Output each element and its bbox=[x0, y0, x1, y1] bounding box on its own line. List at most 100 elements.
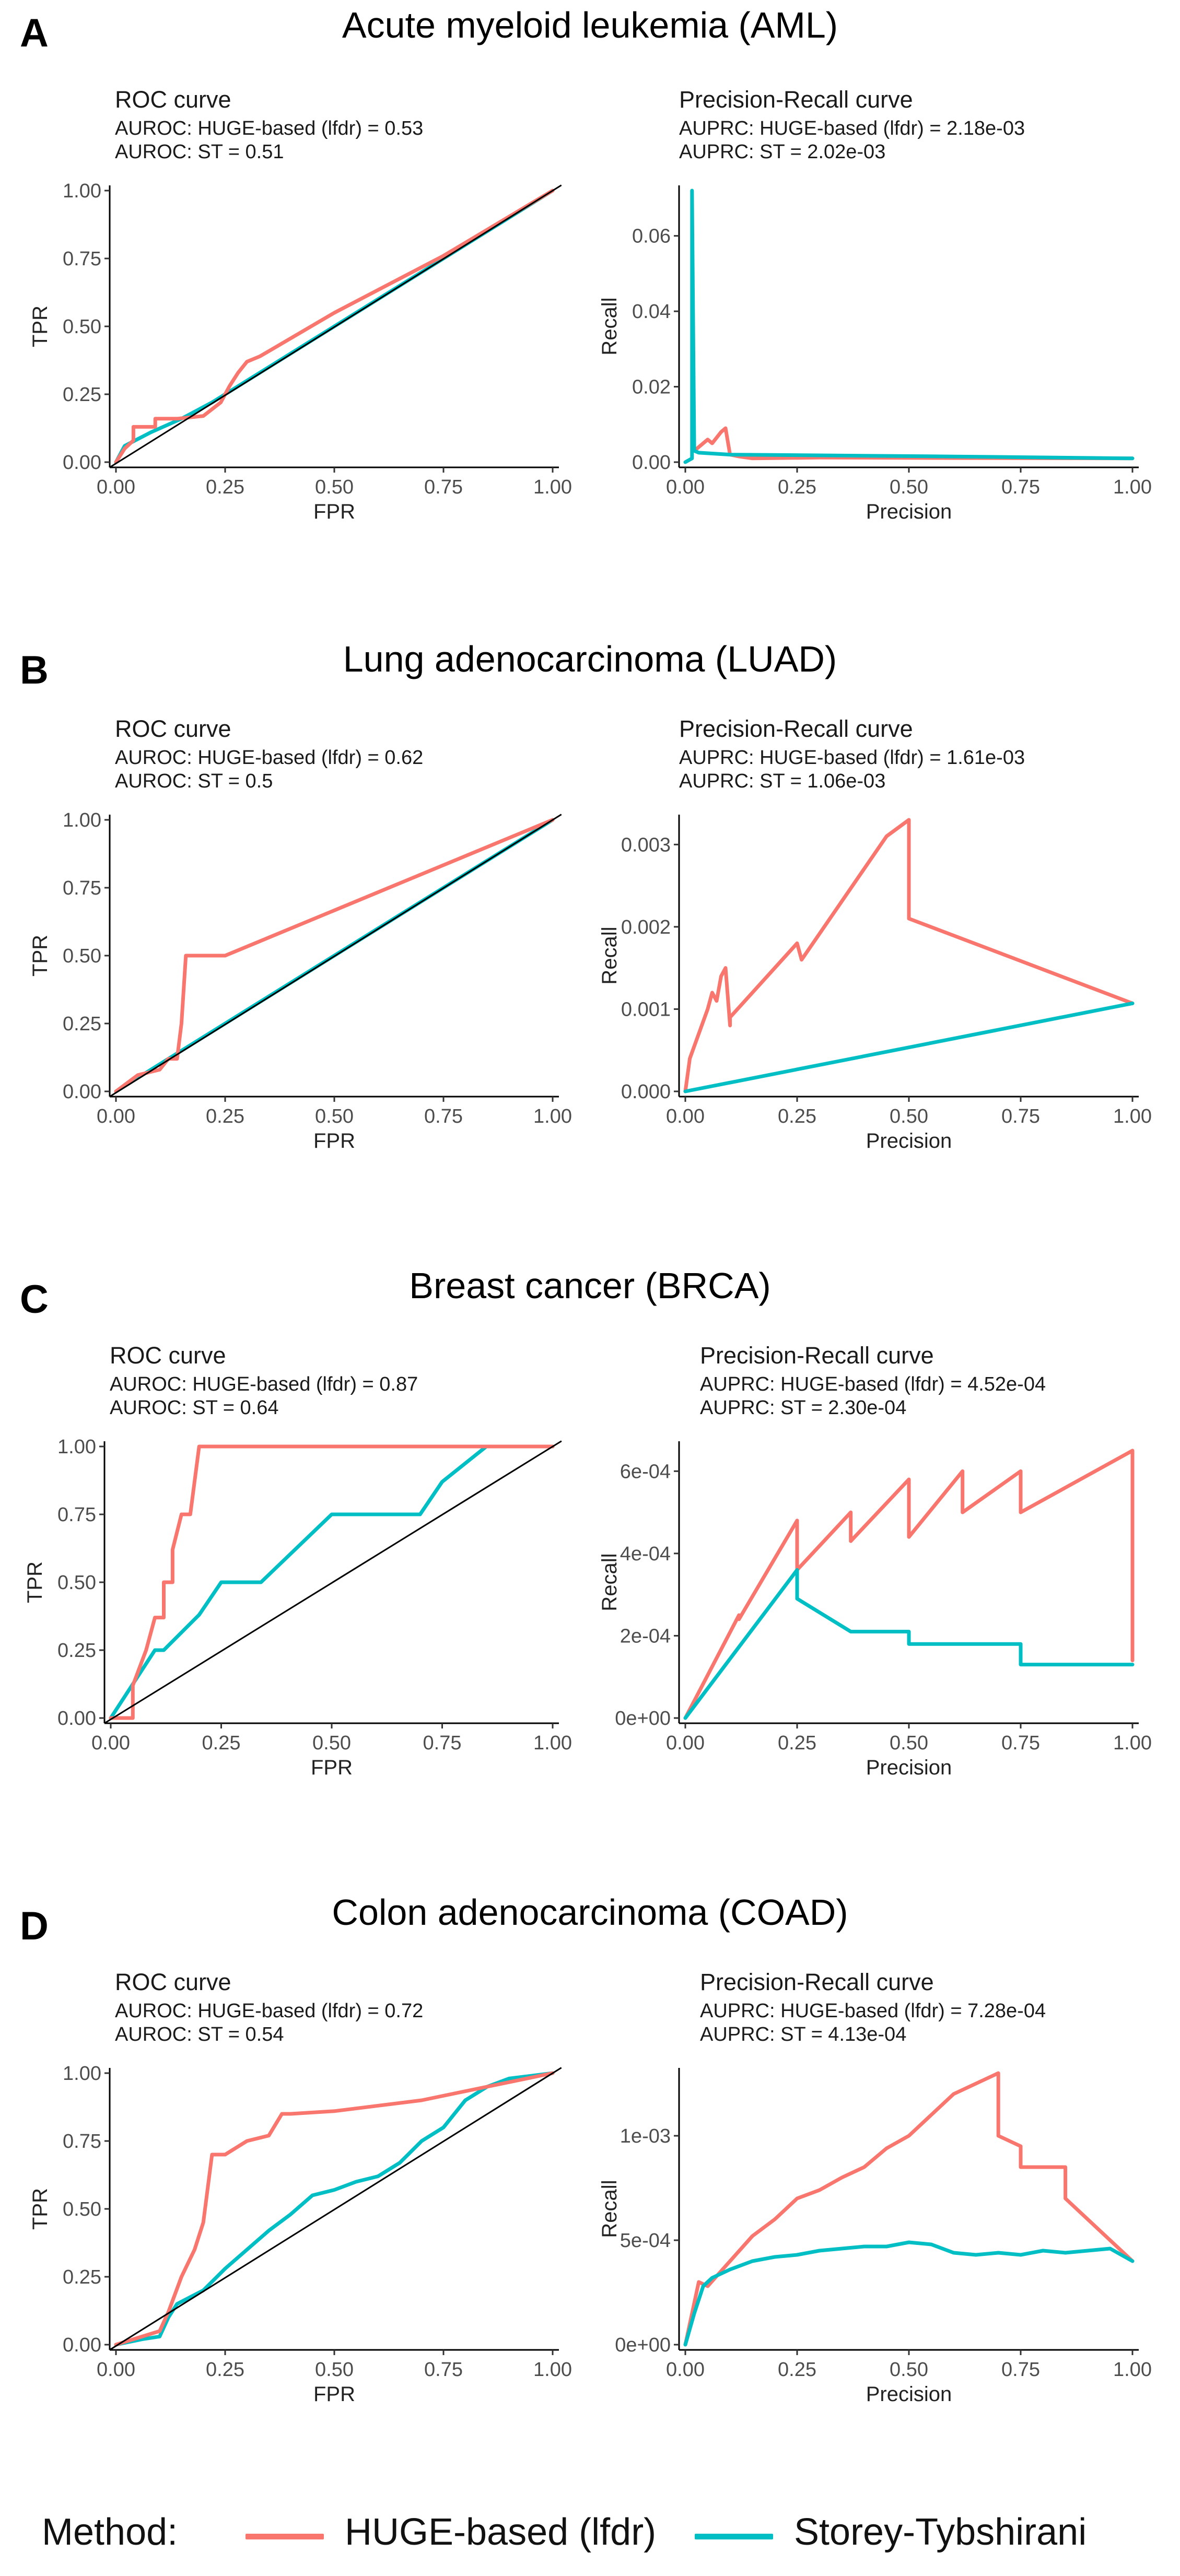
y-tick-label: 0e+00 bbox=[615, 1708, 671, 1730]
y-tick-label: 0.00 bbox=[63, 1081, 101, 1103]
y-tick-label: 0.75 bbox=[63, 2131, 101, 2152]
x-axis-label: FPR bbox=[313, 1130, 355, 1152]
x-tick-label: 0.75 bbox=[424, 2359, 463, 2381]
x-tick-label: 0.75 bbox=[424, 1105, 463, 1127]
x-tick-label: 0.00 bbox=[97, 2359, 135, 2381]
y-tick-label: 0.50 bbox=[63, 2198, 101, 2220]
reference-diagonal bbox=[109, 184, 562, 468]
y-tick-label: 0.00 bbox=[57, 1708, 96, 1730]
x-tick-label: 0.75 bbox=[423, 1732, 462, 1754]
x-tick-label: 0.50 bbox=[890, 476, 928, 498]
x-axis-label: Precision bbox=[866, 1756, 952, 1779]
y-tick-label: 0.25 bbox=[63, 384, 101, 406]
auprc-st: AUPRC: ST = 1.06e-03 bbox=[679, 770, 886, 792]
y-tick-label: 0.75 bbox=[63, 877, 101, 899]
chart-svg: 0.00 0.25 0.50 0.75 1.00 0.00 0.25 0.50 0.75 1.00… bbox=[24, 1436, 572, 1779]
roc-plot: 0.00 0.25 0.50 0.75 1.00 0.00 0.25 0.50 0.75 1.00… bbox=[29, 1969, 575, 2428]
roc-plot: 0.00 0.25 0.50 0.75 1.00 0.00 0.25 0.50 0.75 1.00… bbox=[29, 86, 575, 546]
legend-label-huge: HUGE-based (lfdr) bbox=[345, 2511, 657, 2553]
pr-plot: 0.00 0.25 0.50 0.75 1.00 0.000 0.001 0.002 0.003… bbox=[598, 715, 1154, 1175]
plot-heading: ROC curve bbox=[115, 86, 231, 113]
auroc-huge: AUROC: HUGE-based (lfdr) = 0.62 bbox=[115, 747, 424, 769]
series-line-huge-based-lfdr bbox=[683, 2071, 1135, 2347]
y-tick-label: 0.75 bbox=[57, 1504, 96, 1526]
y-tick-label: 0.25 bbox=[63, 2266, 101, 2288]
panel-letter: D bbox=[20, 1904, 49, 1948]
legend-key-st bbox=[695, 2534, 773, 2539]
x-tick-label: 0.50 bbox=[315, 1105, 354, 1127]
y-tick-label: 0.06 bbox=[632, 226, 671, 248]
pr-plot: 0.00 0.25 0.50 0.75 1.00 0.00 0.02 0.04 0.06 Prec… bbox=[598, 86, 1154, 546]
y-tick-label: 0.003 bbox=[621, 834, 671, 856]
x-tick-label: 0.50 bbox=[890, 2359, 928, 2381]
series-line-storey-tybshirani bbox=[683, 1001, 1135, 1093]
y-axis-label: Recall bbox=[598, 297, 621, 355]
x-tick-label: 0.75 bbox=[424, 476, 463, 498]
y-tick-label: 0.002 bbox=[621, 916, 671, 938]
x-tick-label: 1.00 bbox=[1113, 476, 1152, 498]
y-tick-label: 6e-04 bbox=[620, 1461, 671, 1483]
auprc-st: AUPRC: ST = 4.13e-04 bbox=[700, 2024, 907, 2045]
x-tick-label: 0.25 bbox=[206, 1105, 244, 1127]
y-axis-label: TPR bbox=[29, 2188, 52, 2230]
x-tick-label: 0.25 bbox=[206, 2359, 244, 2381]
legend-key-huge bbox=[246, 2534, 324, 2539]
series-line-huge-based-lfdr bbox=[109, 1444, 555, 1720]
series-line-storey-tybshirani bbox=[114, 2071, 555, 2347]
roc-plot: 0.00 0.25 0.50 0.75 1.00 0.00 0.25 0.50 0.75 1.00… bbox=[24, 1342, 575, 1802]
y-axis-label: Recall bbox=[598, 1553, 621, 1611]
x-tick-label: 1.00 bbox=[1113, 2359, 1152, 2381]
panel-title: Acute myeloid leukemia (AML) bbox=[342, 5, 838, 45]
x-tick-label: 0.00 bbox=[97, 1105, 135, 1127]
y-tick-label: 0.001 bbox=[621, 998, 671, 1020]
x-tick-label: 1.00 bbox=[533, 1732, 572, 1754]
auprc-huge: AUPRC: HUGE-based (lfdr) = 2.18e-03 bbox=[679, 117, 1025, 139]
y-tick-label: 0.02 bbox=[632, 377, 671, 398]
x-axis-label: Precision bbox=[866, 2383, 952, 2406]
series-line-huge-based-lfdr bbox=[114, 189, 555, 464]
reference-diagonal bbox=[109, 2067, 562, 2351]
plot-heading: ROC curve bbox=[115, 1969, 231, 1995]
panel-title: Lung adenocarcinoma (LUAD) bbox=[343, 639, 837, 679]
x-tick-label: 0.50 bbox=[890, 1732, 928, 1754]
legend: Method: HUGE-based (lfdr) Storey-Tybshir… bbox=[0, 2501, 1180, 2564]
auprc-huge: AUPRC: HUGE-based (lfdr) = 7.28e-04 bbox=[700, 2000, 1046, 2022]
x-tick-label: 0.75 bbox=[1001, 476, 1040, 498]
plot-heading: ROC curve bbox=[115, 715, 231, 742]
chart-svg: 0.00 0.25 0.50 0.75 1.00 0.00 0.25 0.50 0.75 1.00… bbox=[29, 180, 572, 523]
x-tick-label: 0.50 bbox=[315, 2359, 354, 2381]
y-axis-label: Recall bbox=[598, 926, 621, 984]
x-tick-label: 1.00 bbox=[533, 1105, 572, 1127]
x-tick-label: 0.00 bbox=[666, 476, 705, 498]
panel-title: Colon adenocarcinoma (COAD) bbox=[332, 1892, 848, 1933]
auroc-st: AUROC: ST = 0.5 bbox=[115, 770, 273, 792]
y-tick-label: 1.00 bbox=[63, 180, 101, 202]
roc-plot: 0.00 0.25 0.50 0.75 1.00 0.00 0.25 0.50 0.75 1.00… bbox=[29, 715, 575, 1175]
auroc-huge: AUROC: HUGE-based (lfdr) = 0.53 bbox=[115, 117, 424, 139]
y-tick-label: 0.00 bbox=[63, 452, 101, 474]
x-tick-label: 0.00 bbox=[91, 1732, 130, 1754]
x-tick-label: 0.50 bbox=[315, 476, 354, 498]
legend-label-st: Storey-Tybshirani bbox=[794, 2511, 1087, 2553]
chart-svg: 0.00 0.25 0.50 0.75 1.00 0.00 0.25 0.50 0.75 1.00… bbox=[29, 2063, 572, 2406]
x-tick-label: 0.25 bbox=[778, 476, 816, 498]
x-axis-label: Precision bbox=[866, 1130, 952, 1152]
x-tick-label: 0.25 bbox=[778, 1105, 816, 1127]
pr-plot: 0.00 0.25 0.50 0.75 1.00 0e+00 5e-04 1e-03 Preci… bbox=[598, 1969, 1154, 2428]
x-axis-label: FPR bbox=[313, 500, 355, 523]
x-tick-label: 0.75 bbox=[1001, 1732, 1040, 1754]
x-tick-label: 0.00 bbox=[666, 2359, 705, 2381]
x-tick-label: 0.25 bbox=[202, 1732, 241, 1754]
auroc-st: AUROC: ST = 0.51 bbox=[115, 141, 284, 163]
auroc-huge: AUROC: HUGE-based (lfdr) = 0.72 bbox=[115, 2000, 424, 2022]
y-tick-label: 0.00 bbox=[63, 2334, 101, 2356]
y-tick-label: 0.50 bbox=[63, 316, 101, 338]
panel-d: D Colon adenocarcinoma (COAD) 0.00 0.25 0.… bbox=[0, 1880, 1180, 2496]
x-tick-label: 0.25 bbox=[778, 1732, 816, 1754]
x-tick-label: 1.00 bbox=[533, 476, 572, 498]
plot-heading: ROC curve bbox=[110, 1342, 226, 1369]
auroc-huge: AUROC: HUGE-based (lfdr) = 0.87 bbox=[110, 1373, 418, 1395]
panel-a: A Acute myeloid leukemia (AML) 0.00 0.25 0… bbox=[0, 0, 1180, 616]
y-tick-label: 2e-04 bbox=[620, 1625, 671, 1647]
reference-diagonal bbox=[104, 1440, 562, 1724]
